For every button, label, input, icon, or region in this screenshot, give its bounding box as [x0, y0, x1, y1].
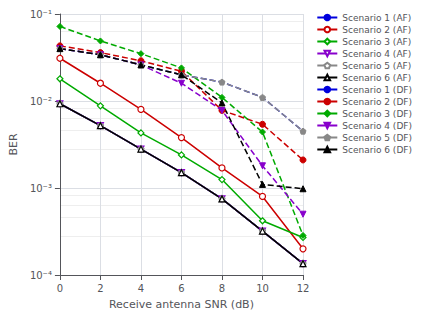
svg-text:10⁻⁴: 10⁻⁴ [30, 270, 52, 281]
svg-text:6: 6 [178, 283, 184, 294]
svg-text:Scenario 1 (DF): Scenario 1 (DF) [342, 85, 412, 95]
svg-text:Scenario 2 (AF): Scenario 2 (AF) [342, 25, 411, 35]
svg-text:12: 12 [297, 283, 310, 294]
svg-text:BER: BER [7, 133, 20, 155]
svg-text:2: 2 [97, 283, 103, 294]
svg-text:Scenario 5 (DF): Scenario 5 (DF) [342, 133, 412, 143]
svg-text:8: 8 [219, 283, 225, 294]
svg-text:10⁻¹: 10⁻¹ [30, 9, 52, 20]
svg-text:Scenario 2 (DF): Scenario 2 (DF) [342, 97, 412, 107]
svg-text:10: 10 [256, 283, 269, 294]
svg-text:Scenario 6 (AF): Scenario 6 (AF) [342, 73, 411, 83]
svg-text:Scenario 4 (AF): Scenario 4 (AF) [342, 49, 411, 59]
svg-text:Scenario 4 (DF): Scenario 4 (DF) [342, 121, 412, 131]
svg-text:4: 4 [138, 283, 144, 294]
svg-text:10⁻³: 10⁻³ [30, 183, 52, 194]
svg-text:Scenario 5 (AF): Scenario 5 (AF) [342, 61, 411, 71]
svg-text:10⁻²: 10⁻² [30, 96, 52, 107]
svg-text:0: 0 [57, 283, 63, 294]
svg-text:Scenario 3 (AF): Scenario 3 (AF) [342, 37, 411, 47]
svg-text:Scenario 6 (DF): Scenario 6 (DF) [342, 145, 412, 155]
svg-text:Scenario 1 (AF): Scenario 1 (AF) [342, 13, 411, 23]
svg-text:Receive antenna SNR (dB): Receive antenna SNR (dB) [109, 298, 254, 311]
svg-text:Scenario 3 (DF): Scenario 3 (DF) [342, 109, 412, 119]
